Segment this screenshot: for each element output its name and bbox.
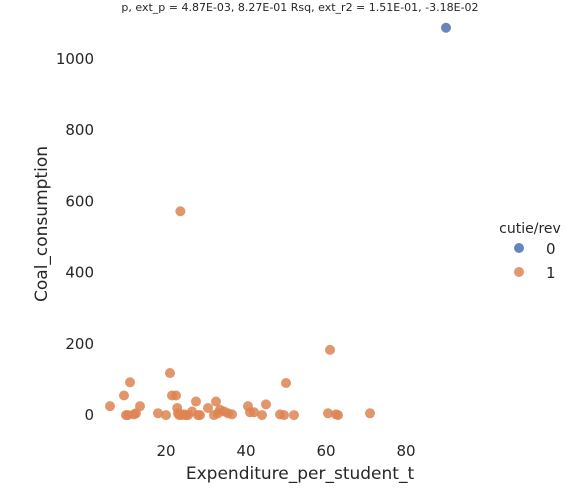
x-axis-label: Expenditure_per_student_t — [186, 464, 415, 484]
data-point-series-1 — [211, 396, 221, 407]
legend-marker-1 — [514, 267, 524, 277]
data-point-series-1 — [279, 410, 289, 421]
data-point-series-1 — [195, 410, 205, 421]
y-tick-label: 0 — [84, 406, 94, 424]
data-point-series-1 — [281, 378, 291, 389]
legend-marker-0 — [514, 243, 524, 253]
data-point-series-1 — [203, 402, 213, 413]
legend-title: cutie/rev — [499, 221, 561, 237]
data-point-series-1 — [333, 410, 343, 421]
data-point-series-1 — [161, 410, 171, 421]
data-point-series-1 — [171, 390, 181, 401]
x-tick-label: 40 — [236, 442, 255, 460]
plot-area — [105, 22, 451, 421]
data-point-series-1 — [119, 390, 129, 401]
data-point-series-1 — [249, 407, 259, 418]
y-tick-label: 600 — [65, 192, 94, 210]
data-point-series-1 — [135, 401, 145, 412]
data-point-series-1 — [175, 206, 186, 217]
data-point-series-1 — [323, 408, 333, 419]
chart-title: p, ext_p = 4.87E-03, 8.27E-01 Rsq, ext_r… — [121, 1, 478, 14]
y-axis-ticks: 0 200 400 600 800 1000 — [56, 50, 94, 424]
data-point-series-1 — [325, 344, 335, 355]
y-tick-label: 1000 — [56, 50, 94, 68]
data-point-series-1 — [227, 409, 237, 420]
x-axis-ticks: 20 40 60 80 — [156, 442, 415, 460]
x-tick-label: 60 — [316, 442, 335, 460]
data-point-series-1 — [105, 401, 115, 412]
legend-label-1: 1 — [546, 264, 556, 282]
legend: cutie/rev 0 1 — [499, 221, 561, 282]
y-tick-label: 800 — [65, 121, 94, 139]
data-point-series-0 — [441, 22, 451, 33]
data-point-series-1 — [191, 396, 201, 407]
data-point-series-1 — [261, 399, 271, 410]
x-tick-label: 20 — [156, 442, 175, 460]
legend-label-0: 0 — [546, 240, 556, 258]
data-point-series-1 — [257, 410, 267, 421]
y-axis-label: Coal_consumption — [32, 146, 52, 302]
data-point-series-1 — [153, 408, 163, 419]
data-point-series-1 — [165, 368, 175, 379]
data-point-series-1 — [289, 410, 299, 421]
y-tick-label: 400 — [65, 264, 94, 282]
x-tick-label: 80 — [396, 442, 415, 460]
y-tick-label: 200 — [65, 335, 94, 353]
data-point-series-1 — [365, 408, 375, 419]
data-point-series-1 — [125, 377, 135, 388]
